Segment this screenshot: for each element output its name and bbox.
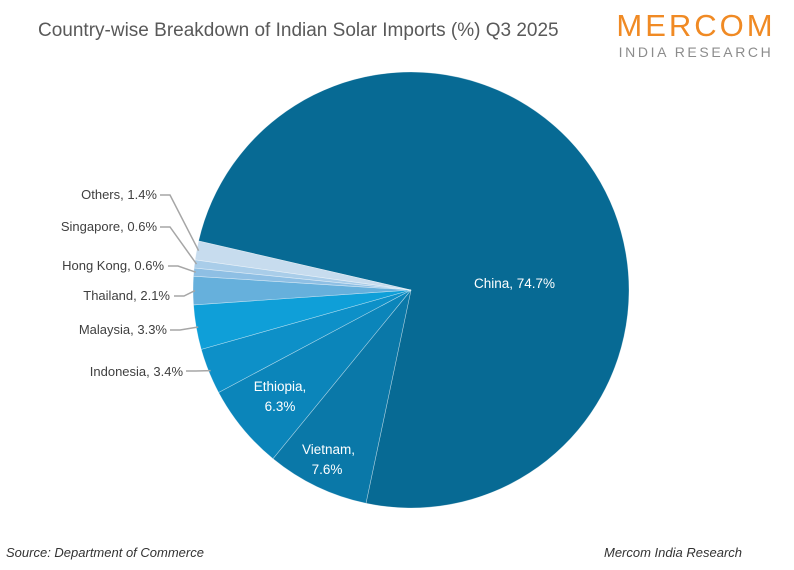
label-thailand: Thailand, 2.1% (83, 288, 170, 303)
leader-line-thailand (174, 289, 196, 297)
logo-sub: INDIA RESEARCH (618, 44, 774, 60)
label-ethiopia: Ethiopia, 6.3% (253, 379, 307, 414)
leader-line-singapore (160, 226, 198, 265)
label-others: Others, 1.4% (81, 187, 157, 202)
label-indonesia: Indonesia, 3.4% (89, 364, 183, 379)
label-hong-kong: Hong Kong, 0.6% (62, 258, 164, 273)
logo-main: MERCOM (616, 8, 776, 43)
pie-slice-others (194, 240, 412, 291)
credit-note: Mercom India Research (604, 545, 742, 560)
label-vietnam: Vietnam, 7.6% (302, 442, 356, 477)
label-malaysia: Malaysia, 3.3% (78, 322, 167, 337)
label-singapore: Singapore, 0.6% (60, 219, 157, 234)
label-china: China, 74.7% (474, 276, 556, 291)
pie-slice-vietnam (272, 289, 412, 504)
leader-line-malaysia (170, 326, 199, 331)
leader-line-others (160, 194, 200, 252)
mercom-logo: MERCOM INDIA RESEARCH (616, 8, 776, 60)
leader-line-hong-kong (168, 265, 196, 273)
source-note: Source: Department of Commerce (6, 545, 204, 560)
chart-title: Country-wise Breakdown of Indian Solar I… (38, 20, 559, 41)
pie-slice-china (198, 71, 630, 509)
